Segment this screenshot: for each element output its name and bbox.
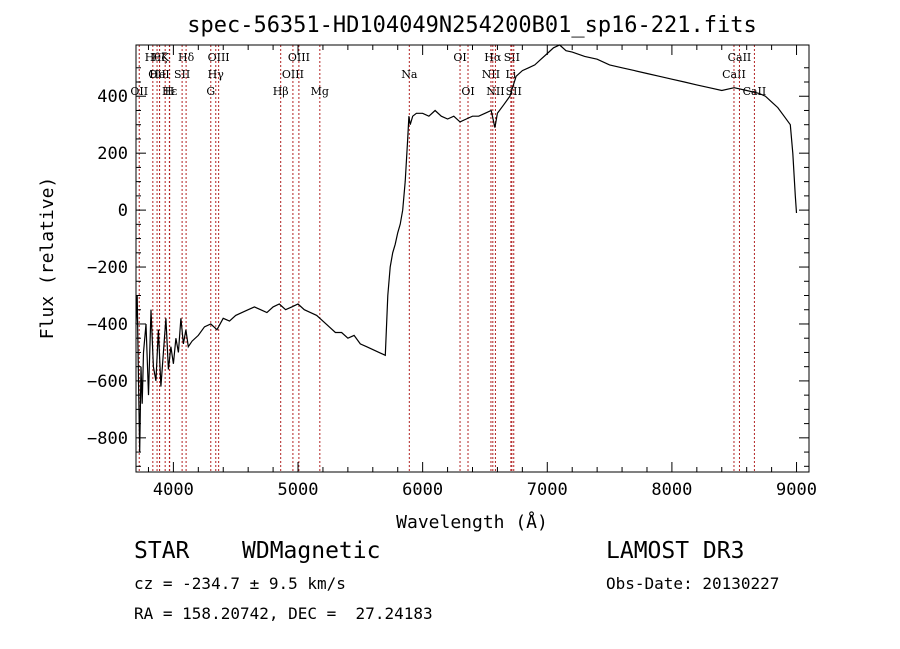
plot-frame: [135, 44, 810, 473]
line-marker-label: Hγ: [208, 68, 225, 81]
y-tick-label: 200: [97, 144, 128, 164]
line-marker-label: OII: [130, 85, 148, 98]
line-marker-label: Na: [401, 68, 418, 81]
line-marker-label: NII: [486, 85, 504, 98]
line-marker-label: K: [161, 51, 170, 64]
coordinates: RA = 158.20742, DEC = 27.24183: [134, 604, 433, 623]
x-tick-label: 9000: [776, 480, 817, 500]
y-tick-label: −800: [87, 429, 128, 449]
x-tick-label: 7000: [527, 480, 568, 500]
line-marker-label: OII: [148, 68, 166, 81]
line-marker-label: SII: [174, 68, 190, 81]
line-marker-label: CaII: [722, 68, 746, 81]
line-marker-label: HeI: [149, 68, 169, 81]
y-tick-label: −400: [87, 315, 128, 335]
line-marker-label: OIII: [208, 51, 230, 64]
line-marker-label: CaII: [743, 85, 767, 98]
line-markers: HθOIIOIIHζKHeIHHεSIIHδGHγOIIIHβOIIIOIIIM…: [130, 45, 766, 472]
line-marker-label: Mg: [311, 85, 329, 98]
x-tick-label: 5000: [278, 480, 319, 500]
y-tick-label: 0: [118, 201, 128, 221]
redshift-info: cz = -234.7 ± 9.5 km/s: [134, 574, 346, 593]
line-marker-label: SII: [506, 85, 522, 98]
y-tick-label: −200: [87, 258, 128, 278]
line-marker-label: Hα: [484, 51, 502, 64]
chart-title: spec-56351-HD104049N254200B01_sp16-221.f…: [187, 13, 757, 38]
line-marker-label: Li: [505, 68, 516, 81]
y-axis-label: Flux (relative): [37, 177, 58, 340]
object-class: STAR: [134, 538, 190, 564]
line-marker-label: G: [206, 85, 215, 98]
line-marker-label: OI: [453, 51, 466, 64]
survey-name: LAMOST DR3: [606, 538, 745, 564]
x-axis-label: Wavelength (Å): [396, 511, 548, 533]
x-tick-label: 4000: [153, 480, 194, 500]
y-axis: −800 −600 −400 −200 0 200 400: [87, 67, 809, 467]
y-tick-label: 400: [97, 87, 128, 107]
line-marker-label: Hε: [162, 85, 178, 98]
x-tick-label: 6000: [402, 480, 443, 500]
line-marker-label: OIII: [288, 51, 310, 64]
spectrum-line: [135, 44, 798, 453]
x-axis: 4000 5000 6000 7000 8000 9000: [147, 45, 817, 500]
line-marker-label: SII: [504, 51, 520, 64]
line-marker-label: Hδ: [178, 51, 195, 64]
line-marker-label: NII: [482, 68, 500, 81]
line-marker-label: Hβ: [273, 85, 289, 98]
line-marker-label: OIII: [282, 68, 304, 81]
line-marker-label: CaII: [728, 51, 752, 64]
line-marker-label: OI: [461, 85, 474, 98]
object-subclass: WDMagnetic: [242, 538, 381, 564]
line-marker-label: H: [165, 85, 175, 98]
x-tick-label: 8000: [651, 480, 692, 500]
obs-date: Obs-Date: 20130227: [606, 574, 780, 593]
y-tick-label: −600: [87, 372, 128, 392]
